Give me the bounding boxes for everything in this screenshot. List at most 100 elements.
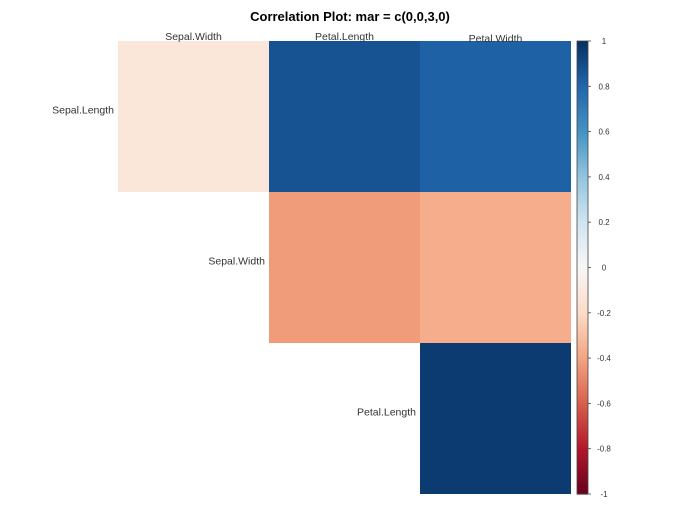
colorbar-segment [577, 262, 588, 266]
colorbar-segment [577, 174, 588, 178]
colorbar-segment [577, 383, 588, 386]
colorbar-segment [577, 244, 588, 248]
cell-sepal-width-petal-length [269, 192, 420, 343]
colorbar-segment [577, 81, 588, 85]
colorbar-segment [577, 108, 588, 112]
colorbar-segment [577, 138, 588, 142]
colorbar-segment [577, 77, 588, 81]
colorbar-segment [577, 192, 588, 196]
colorbar-segment [577, 319, 588, 323]
colorbar-segment [577, 439, 588, 443]
colorbar-segment [577, 54, 588, 58]
colorbar-segment [577, 156, 588, 160]
colorbar-segment [577, 367, 588, 371]
colorbar-segment [577, 299, 588, 303]
colorbar-segment [577, 446, 588, 450]
colorbar-segment [577, 222, 588, 226]
row-label: Petal.Length [357, 407, 416, 419]
colorbar-segment [577, 394, 588, 398]
colorbar-segment [577, 414, 588, 418]
row-label: Sepal.Length [52, 105, 114, 117]
colorbar-segment [577, 102, 588, 106]
colorbar-segment [577, 118, 588, 121]
colorbar-segment [577, 353, 588, 357]
colorbar-segment [577, 378, 588, 382]
row-label: Sepal.Width [208, 256, 265, 268]
colorbar-segment [577, 484, 588, 488]
colorbar-segment [577, 392, 588, 395]
colorbar-segment [577, 41, 588, 44]
colorbar-segment [577, 84, 588, 87]
colorbar-tick-label: 0.4 [598, 173, 610, 182]
colorbar-segment [577, 428, 588, 432]
colorbar-segment [577, 337, 588, 341]
colorbar-segment [577, 142, 588, 146]
colorbar-tick-label: -0.6 [597, 399, 611, 408]
colorbar-segment [577, 120, 588, 124]
colorbar-segment [577, 416, 588, 420]
colorbar-segment [577, 99, 588, 103]
colorbar-segment [577, 260, 588, 264]
colorbar-segment [577, 129, 588, 133]
colorbar-segment [577, 170, 588, 173]
colorbar-tick-label: -0.8 [597, 445, 611, 454]
colorbar-segment [577, 249, 588, 253]
colorbar-segment [577, 412, 588, 416]
colorbar-segment [577, 181, 588, 185]
colorbar-segment [577, 206, 588, 210]
heatmap-cells [118, 41, 571, 494]
column-label: Petal.Length [315, 31, 374, 43]
colorbar-segment [577, 387, 588, 391]
colorbar-segment [577, 360, 588, 364]
colorbar-segment [577, 115, 588, 119]
colorbar-segment [577, 185, 588, 189]
colorbar-segment [577, 355, 588, 359]
colorbar-segment [577, 204, 588, 207]
colorbar-segment [577, 68, 588, 72]
column-label: Sepal.Width [165, 31, 222, 43]
colorbar-segment [577, 385, 588, 389]
colorbar-segment [577, 326, 588, 330]
colorbar-segment [577, 61, 588, 65]
colorbar-tick-label: -0.4 [597, 354, 611, 363]
colorbar-segment [577, 296, 588, 300]
colorbar-segment [577, 195, 588, 198]
colorbar-tick-label: -0.2 [597, 309, 611, 318]
colorbar-segment [577, 339, 588, 343]
colorbar-segment [577, 131, 588, 135]
colorbar-segment [577, 462, 588, 466]
colorbar-segment [577, 466, 588, 470]
colorbar-segment [577, 455, 588, 459]
colorbar-segment [577, 145, 588, 149]
colorbar-segment [577, 163, 588, 167]
colorbar-tick-label: 0.6 [598, 128, 610, 137]
colorbar-segment [577, 450, 588, 454]
colorbar-segment [577, 122, 588, 126]
colorbar-segment [577, 124, 588, 128]
colorbar-segment [577, 52, 588, 56]
colorbar-segment [577, 371, 588, 375]
colorbar-segment [577, 301, 588, 305]
colorbar-segment [577, 283, 588, 287]
colorbar-tick-label: 1 [602, 37, 607, 46]
colorbar-segment [577, 444, 588, 448]
colorbar-segment [577, 430, 588, 434]
colorbar-segment [577, 330, 588, 334]
colorbar-segment [577, 154, 588, 158]
colorbar-segment [577, 43, 588, 47]
colorbar-segment [577, 228, 588, 232]
colorbar-segment [577, 491, 588, 495]
colorbar-segment [577, 335, 588, 339]
colorbar-segment [577, 303, 588, 307]
colorbar-segment [577, 308, 588, 312]
cell-petal-length-petal-width [420, 343, 571, 494]
colorbar-segment [577, 346, 588, 350]
colorbar-segment [577, 179, 588, 183]
colorbar-segment [577, 290, 588, 294]
chart-title: Correlation Plot: mar = c(0,0,3,0) [250, 9, 450, 24]
colorbar-segment [577, 201, 588, 205]
colorbar-segment [577, 396, 588, 400]
colorbar-segment [577, 487, 588, 491]
colorbar-segment [577, 93, 588, 96]
